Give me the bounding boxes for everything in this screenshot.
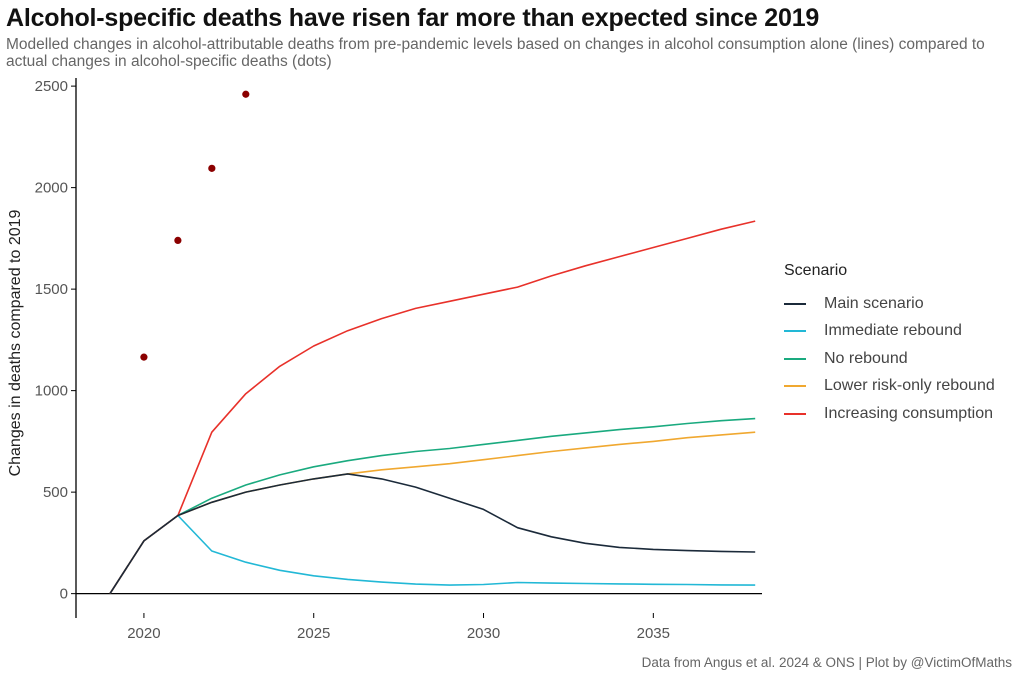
- legend-title: Scenario: [784, 262, 848, 279]
- legend-item: Immediate rebound: [784, 318, 995, 346]
- series-line-immediate-rebound: [177, 514, 756, 586]
- legend-label: Main scenario: [824, 294, 924, 312]
- y-tick-label: 500: [43, 484, 68, 501]
- actual-deaths-point: [242, 90, 250, 98]
- legend-key: [784, 330, 806, 333]
- legend-key: [784, 302, 806, 305]
- y-tick-label: 2500: [35, 78, 68, 95]
- x-tick-label: 2025: [297, 625, 330, 642]
- actual-deaths-point: [208, 164, 216, 172]
- y-tick-label: 0: [60, 586, 68, 603]
- y-tick-label: 1500: [35, 281, 68, 298]
- x-tick-label: 2030: [467, 625, 500, 642]
- x-tick-label: 2035: [637, 625, 670, 642]
- legend: Scenario Main scenario Immediate rebound N…: [784, 262, 995, 428]
- y-axis-label: Changes in deaths compared to 2019: [7, 209, 24, 476]
- legend-label: Immediate rebound: [824, 322, 962, 340]
- legend-item: Lower risk-only rebound: [784, 373, 995, 401]
- legend-label: Increasing consumption: [824, 404, 993, 422]
- chart-subtitle: Modelled changes in alcohol-attributable…: [6, 36, 985, 70]
- series-line-increasing-consumption: [109, 220, 756, 595]
- legend-key: [784, 385, 806, 388]
- y-tick-label: 1000: [35, 383, 68, 400]
- caption: Data from Angus et al. 2024 & ONS | Plot…: [641, 655, 1012, 670]
- legend-item: No rebound: [784, 345, 995, 373]
- actual-deaths-point: [174, 236, 182, 245]
- x-tick-label: 2020: [127, 625, 160, 642]
- series-line-main-scenario: [109, 473, 756, 595]
- legend-label: No rebound: [824, 349, 908, 367]
- legend-label: Lower risk-only rebound: [824, 377, 995, 395]
- actual-deaths-point: [140, 353, 148, 361]
- series-line-lower-risk-only-rebound: [109, 431, 756, 595]
- legend-item: Increasing consumption: [784, 400, 995, 428]
- series-line-no-rebound: [109, 417, 756, 595]
- y-tick-label: 2000: [35, 180, 68, 197]
- chart-title: Alcohol-specific deaths have risen far m…: [6, 4, 820, 32]
- legend-key: [784, 357, 806, 360]
- legend-key: [784, 412, 806, 415]
- legend-item: Main scenario: [784, 290, 995, 318]
